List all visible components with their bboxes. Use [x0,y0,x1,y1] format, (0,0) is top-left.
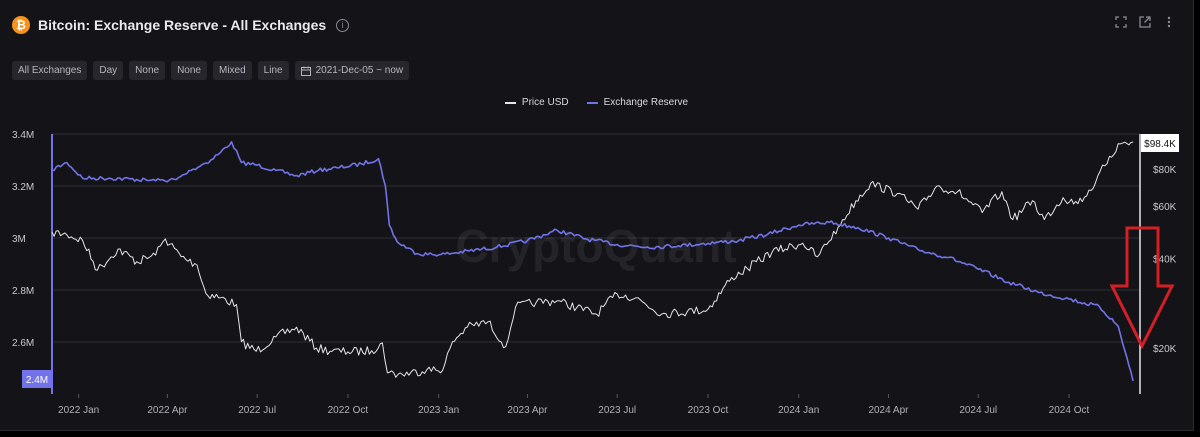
x-tick-label: 2023 Jan [418,405,459,416]
y-right-tick-label: $60K [1153,202,1177,213]
y-left-tick-label: 3.2M [12,182,34,193]
y-left-tick-label: 3M [12,234,26,245]
x-tick-label: 2022 Jul [238,405,276,416]
x-tick-label: 2022 Jan [58,405,99,416]
x-tick-label: 2022 Apr [147,405,188,416]
calendar-icon [300,66,311,76]
scale-selector[interactable]: Mixed [212,61,252,80]
legend-label-price: Price USD [521,97,569,108]
open-external-icon[interactable] [1139,16,1151,28]
chart-type-selector[interactable]: Line [257,61,289,80]
header-actions [1115,16,1175,28]
y-right-tick-label: $20K [1153,344,1177,355]
x-tick-label: 2024 Apr [868,405,909,416]
y-left-tick-label: 2.6M [12,338,34,349]
chart-title: Bitcoin: Exchange Reserve - All Exchange… [38,17,327,33]
x-tick-label: 2022 Oct [328,405,369,416]
legend-swatch-price [504,101,516,104]
x-tick-label: 2024 Jul [959,405,997,416]
info-icon[interactable]: i [336,18,350,32]
y-right-current-label: $98.4K [1144,139,1176,150]
chart-legend: Price USD Exchange Reserve [0,97,1193,108]
x-tick-label: 2023 Apr [507,405,548,416]
bands-selector[interactable]: None [171,61,207,80]
legend-item-reserve[interactable]: Exchange Reserve [586,97,689,108]
down-arrow-annotation [1109,226,1175,350]
series-price-line [51,141,1134,378]
y-left-tick-label: 2.8M [12,286,34,297]
x-tick-label: 2024 Oct [1049,405,1090,416]
y-left-tick-label: 3.4M [12,130,34,141]
fullscreen-icon[interactable] [1115,16,1127,28]
series-reserve-line [51,141,1134,382]
legend-swatch-reserve [586,101,598,104]
legend-label-reserve: Exchange Reserve [603,97,689,108]
date-range-picker[interactable]: 2021-Dec-05 ~ now [294,61,410,80]
x-tick-label: 2023 Jul [598,405,636,416]
chart-plot: 3.4M3.2M3M2.8M2.6MCryptoQuant2.4M$80K$60… [12,130,1179,416]
y-left-current-badge [22,370,52,388]
x-tick-label: 2023 Oct [688,405,729,416]
y-right-current-badge [1141,134,1179,152]
legend-item-price[interactable]: Price USD [504,97,569,108]
more-options-icon[interactable] [1163,16,1175,28]
chart-toolbar: All Exchanges Day None None Mixed Line 2… [12,61,410,80]
date-range-label: 2021-Dec-05 ~ now [315,65,404,76]
chart-header: ₿ Bitcoin: Exchange Reserve - All Exchan… [12,14,350,36]
y-right-tick-label: $40K [1153,254,1177,265]
exchange-selector[interactable]: All Exchanges [12,61,88,80]
y-left-current-label: 2.4M [26,375,48,386]
sma-selector[interactable]: None [129,61,166,80]
y-right-tick-label: $80K [1153,165,1177,176]
bitcoin-icon: ₿ [12,16,30,34]
window-selector[interactable]: Day [93,61,124,80]
x-tick-label: 2024 Jan [778,405,819,416]
